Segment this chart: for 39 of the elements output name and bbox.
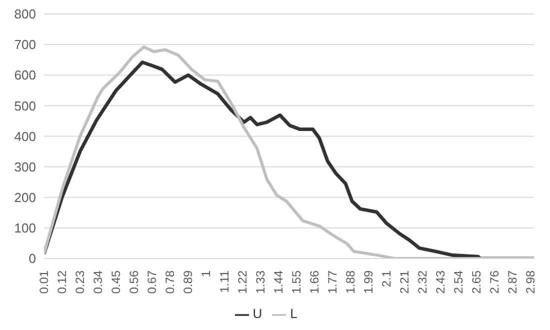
x-tick-label: 2.76	[488, 270, 502, 294]
x-tick-label: 2.1	[380, 270, 394, 288]
legend-label: U	[252, 306, 262, 322]
x-tick-label: 1.44	[271, 270, 286, 294]
y-tick-label: 700	[14, 37, 36, 52]
x-tick-label: 2.54	[452, 270, 466, 294]
x-tick-label: 1.99	[361, 270, 376, 294]
y-tick-label: 600	[14, 68, 36, 83]
x-tick-label: 2.87	[506, 270, 520, 294]
y-tick-label: 300	[14, 159, 36, 174]
x-tick-label: 1.88	[343, 270, 358, 294]
x-tick-label: 2.65	[470, 270, 484, 294]
x-tick-label: 0.78	[163, 270, 178, 294]
y-tick-label: 200	[14, 190, 36, 205]
x-tick-label: 1	[199, 270, 214, 278]
legend-label: L	[290, 306, 298, 322]
x-tick-label: 0.01	[37, 270, 51, 294]
x-tick-label: 1.22	[235, 270, 250, 294]
x-tick-label: 0.89	[181, 270, 196, 294]
x-tick-label: 0.56	[127, 270, 142, 294]
x-tick-label: 2.43	[434, 270, 448, 294]
x-tick-label: 2.98	[524, 270, 538, 294]
y-tick-label: 0	[28, 251, 36, 266]
x-tick-label: 2.21	[398, 270, 412, 294]
x-tick-label: 1.33	[253, 270, 268, 294]
x-tick-label: 0.23	[73, 270, 88, 294]
x-tick-label: 2.32	[416, 270, 430, 294]
x-tick-label: 0.34	[91, 270, 106, 294]
y-tick-label: 100	[14, 220, 36, 236]
x-tick-label: 1.66	[307, 270, 322, 294]
x-tick-label: 0.67	[145, 270, 160, 294]
x-tick-label: 1.11	[217, 270, 232, 293]
x-tick-label: 1.55	[289, 270, 304, 294]
x-tick-label: 0.45	[109, 270, 124, 294]
y-tick-label: 800	[14, 6, 36, 22]
x-tick-label: 0.12	[55, 270, 70, 294]
y-tick-label: 400	[14, 128, 36, 144]
x-tick-label: 1.77	[325, 270, 340, 294]
y-tick-label: 500	[14, 98, 36, 114]
